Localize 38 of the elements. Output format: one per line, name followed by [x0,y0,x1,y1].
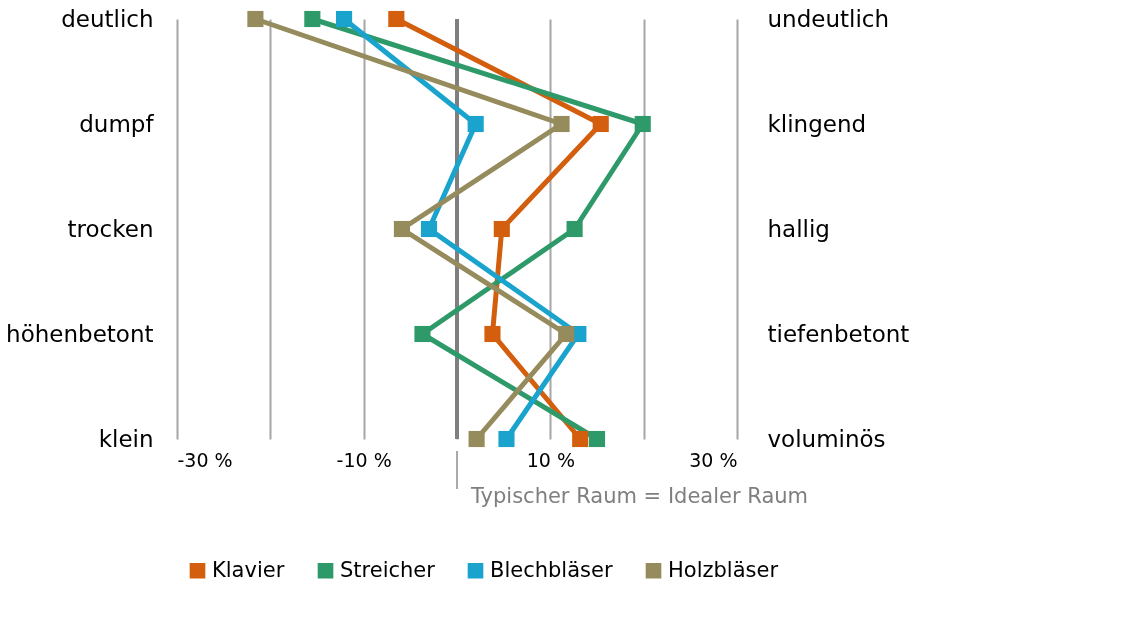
point [467,115,484,133]
point [414,325,431,343]
point [304,10,321,28]
point [498,430,515,448]
legend-label: Blechbläser [490,557,613,582]
point [247,10,264,28]
y-tick-label: trocken [67,215,154,242]
x-tick-label: -30 % [177,448,233,471]
legend-label: Streicher [340,557,436,582]
y2-tick-label: klingend [767,110,867,137]
point [553,115,570,133]
point [558,325,575,343]
point [388,10,405,28]
y-tick-label: deutlich [61,5,154,32]
point [393,220,410,238]
point [588,430,606,448]
legend-label: Klavier [212,557,285,582]
y2-tick-label: tiefenbetont [767,320,910,347]
x-tick-label: -10 % [336,448,392,471]
point [634,115,651,133]
y2-tick-label: hallig [767,215,830,242]
point [493,220,510,238]
point [420,220,438,238]
y2-tick-label: voluminös [767,425,886,452]
point [572,430,589,448]
point [336,10,353,28]
y-tick-label: dumpf [79,110,155,137]
y2-tick-label: undeutlich [767,5,890,32]
y-tick-label: klein [98,425,154,452]
y-tick-label: höhenbetont [6,320,154,347]
x-tick-label: 10 % [526,448,575,471]
ref-line-label: Typischer Raum = Idealer Raum [470,484,809,508]
point [484,325,501,343]
point [592,115,609,133]
x-tick-label: 30 % [689,448,738,471]
legend-label: Holzbläser [668,557,779,582]
point [468,430,485,448]
point [566,220,583,238]
